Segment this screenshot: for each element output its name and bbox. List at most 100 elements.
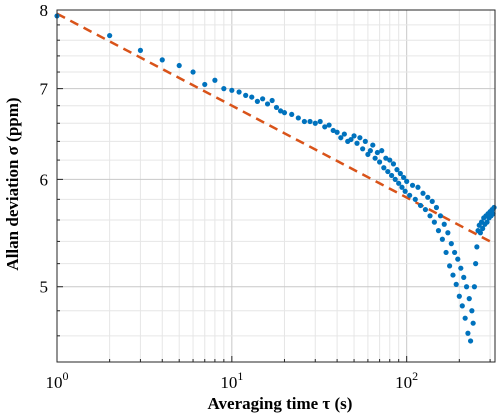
plot-background (57, 10, 495, 362)
data-point (455, 256, 461, 262)
x-tick-label: 101 (220, 369, 243, 392)
data-point (317, 118, 323, 125)
data-point (360, 146, 366, 152)
data-point (459, 303, 465, 309)
data-point (269, 97, 275, 104)
data-point (452, 249, 458, 256)
data-point (409, 182, 416, 188)
data-point (221, 86, 227, 92)
y-tick-labels: 5 6 7 8 (40, 1, 49, 297)
data-point (441, 221, 447, 227)
data-point (307, 118, 313, 125)
data-point (159, 57, 165, 63)
data-point (392, 176, 398, 182)
data-point (381, 165, 387, 171)
data-point (312, 120, 318, 126)
data-point (396, 180, 402, 186)
data-point (445, 230, 451, 236)
data-point (417, 202, 424, 209)
data-point (397, 170, 403, 177)
data-point (260, 96, 266, 102)
data-point (402, 188, 408, 194)
data-point (212, 77, 218, 83)
x-tick-labels: 100 101 102 (46, 369, 419, 392)
data-point (412, 196, 418, 202)
data-point (338, 135, 344, 141)
data-point (400, 174, 407, 181)
x-axis-title: Averaging time τ (s) (208, 394, 353, 413)
data-point (330, 127, 336, 134)
data-point (383, 155, 389, 161)
data-point (348, 136, 354, 143)
data-point (387, 157, 393, 163)
data-point (422, 206, 429, 213)
data-point (362, 138, 368, 144)
data-point (372, 155, 378, 161)
data-point (289, 111, 295, 118)
data-point (273, 104, 280, 111)
data-point (277, 108, 284, 114)
y-axis-title: Allan deviation σ (ppm) (3, 97, 22, 270)
data-point (420, 190, 426, 196)
data-point (176, 62, 182, 69)
data-point (447, 263, 453, 269)
data-point (467, 338, 474, 344)
fit-line-layer (56, 12, 491, 243)
data-point (394, 167, 400, 173)
fit-line (56, 12, 491, 243)
data-point (470, 320, 476, 326)
data-point (334, 129, 340, 135)
data-point (367, 148, 373, 154)
data-point (474, 244, 480, 250)
data-point (264, 101, 271, 107)
data-point (107, 32, 113, 39)
data-point (456, 293, 462, 299)
data-point (229, 87, 235, 93)
y-tick-label: 8 (40, 1, 49, 20)
data-point (301, 118, 307, 125)
y-tick-label: 6 (40, 170, 49, 189)
data-point (480, 225, 486, 232)
data-point (399, 184, 405, 190)
x-tick-label: 102 (395, 369, 418, 392)
data-point (385, 168, 391, 175)
data-point (254, 98, 260, 104)
data-point (351, 133, 357, 139)
data-point (437, 213, 444, 219)
plot-area (57, 10, 495, 362)
data-point (202, 81, 208, 88)
data-point (390, 161, 397, 167)
data-point (370, 142, 376, 148)
data-point (326, 122, 332, 128)
data-point (365, 151, 371, 158)
data-point (491, 204, 497, 211)
data-point (473, 261, 479, 267)
data-point (477, 230, 483, 236)
y-tick-label: 7 (40, 80, 49, 99)
data-point (448, 241, 454, 247)
data-point (427, 213, 433, 219)
data-point (466, 296, 472, 302)
data-point (453, 281, 459, 287)
data-point (236, 89, 242, 95)
data-point (374, 149, 380, 156)
grid-lines (56, 9, 495, 363)
data-point (461, 274, 467, 280)
data-point (435, 228, 442, 234)
data-point (407, 192, 413, 198)
data-point (425, 194, 431, 200)
data-point (190, 69, 196, 75)
data-point (376, 159, 383, 165)
x-tick-label: 100 (46, 369, 69, 392)
data-point (295, 115, 301, 121)
data-point (281, 110, 288, 116)
data-point (429, 198, 435, 204)
data-point (458, 265, 464, 271)
data-point (137, 47, 144, 53)
data-point (249, 94, 255, 100)
data-point (465, 330, 471, 336)
data-point (322, 124, 328, 130)
data-point (379, 148, 385, 154)
plot-frame (56, 9, 496, 363)
